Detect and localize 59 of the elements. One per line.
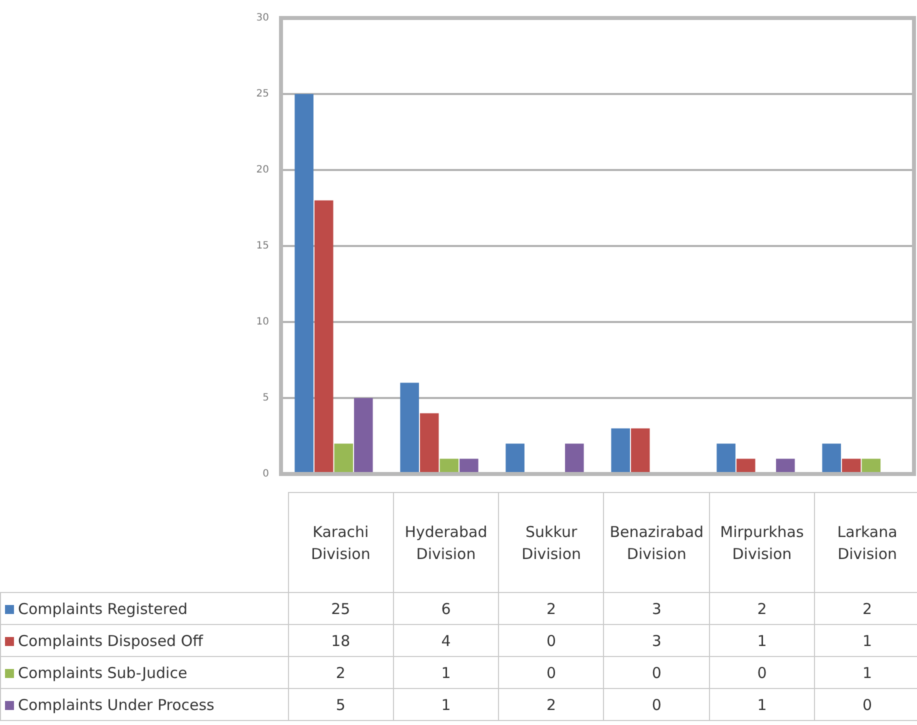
bar (334, 444, 354, 473)
data-label: 1 (393, 688, 499, 720)
data-label: 0 (814, 688, 917, 720)
data-label: 2 (814, 592, 917, 624)
bar (400, 382, 419, 473)
data-label: 3 (604, 624, 710, 656)
bar (862, 458, 881, 473)
y-tick-label: 0 (262, 468, 269, 480)
bar (314, 200, 334, 473)
data-label: 2 (498, 592, 604, 624)
bar (776, 458, 795, 473)
data-label: 0 (498, 656, 604, 688)
bar (506, 444, 524, 473)
y-tick-label: 25 (256, 88, 269, 100)
legend-label: Complaints Under Process (18, 696, 214, 714)
bar (565, 444, 584, 473)
legend-label: Complaints Registered (18, 600, 188, 618)
bar (716, 444, 736, 473)
x-tick-label: Sukkur Division (498, 492, 604, 592)
y-tick-label: 30 (256, 12, 269, 24)
x-tick-label: Benazirabad Division (604, 492, 710, 592)
legend-label: Complaints Sub-Judice (18, 664, 188, 682)
data-label: 0 (604, 688, 710, 720)
data-label: 0 (709, 656, 815, 688)
bar (842, 458, 861, 473)
bar (822, 444, 841, 473)
data-label: 1 (814, 656, 917, 688)
data-label: 6 (393, 592, 499, 624)
bar (630, 428, 650, 473)
x-tick-label: Mirpurkhas Division (709, 492, 815, 592)
data-label: 1 (814, 624, 917, 656)
data-label: 1 (709, 688, 815, 720)
legend-label: Complaints Disposed Off (18, 632, 203, 650)
bar (460, 458, 478, 473)
data-label: 1 (393, 656, 499, 688)
y-tick-label: 5 (262, 392, 269, 404)
bar (440, 458, 459, 473)
bar (294, 94, 314, 473)
data-label: 2 (498, 688, 604, 720)
data-label: 2 (288, 656, 394, 688)
y-tick-label: 15 (256, 240, 269, 252)
data-label: 5 (288, 688, 394, 720)
data-label: 1 (709, 624, 815, 656)
data-label: 2 (709, 592, 815, 624)
data-label: 0 (498, 624, 604, 656)
y-tick-label: 10 (256, 316, 269, 328)
data-label: 18 (288, 624, 394, 656)
bar (611, 428, 630, 473)
x-tick-label: Larkana Division (814, 492, 917, 592)
data-label: 0 (604, 656, 710, 688)
x-tick-label: Karachi Division (288, 492, 394, 592)
data-label: 3 (604, 592, 710, 624)
bar (736, 458, 756, 473)
bar (420, 413, 439, 473)
x-tick-label: Hyderabad Division (393, 492, 499, 592)
data-label: 25 (288, 592, 394, 624)
bar (354, 398, 373, 473)
data-label: 4 (393, 624, 499, 656)
y-tick-label: 20 (256, 164, 269, 176)
